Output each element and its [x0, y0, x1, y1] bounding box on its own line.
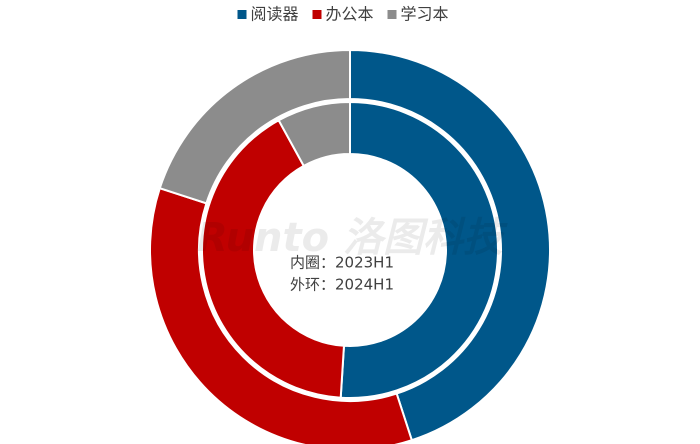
legend-label: 学习本	[401, 5, 449, 24]
legend-swatch	[312, 10, 322, 19]
donut-segment	[349, 48, 551, 442]
donut-segment	[277, 100, 351, 168]
legend-swatch	[387, 10, 397, 19]
legend-swatch	[237, 10, 247, 19]
watermark: Runto 洛图科技	[197, 215, 508, 261]
center-label: 外环：2024H1	[290, 276, 394, 294]
donut-segment	[339, 100, 499, 399]
legend-label: 阅读器	[251, 5, 299, 24]
donut-segment	[149, 186, 414, 444]
donut-segment	[201, 118, 346, 399]
legend-label: 办公本	[326, 5, 374, 24]
donut-segment	[158, 48, 351, 205]
center-label: 内圈：2023H1	[290, 254, 394, 272]
